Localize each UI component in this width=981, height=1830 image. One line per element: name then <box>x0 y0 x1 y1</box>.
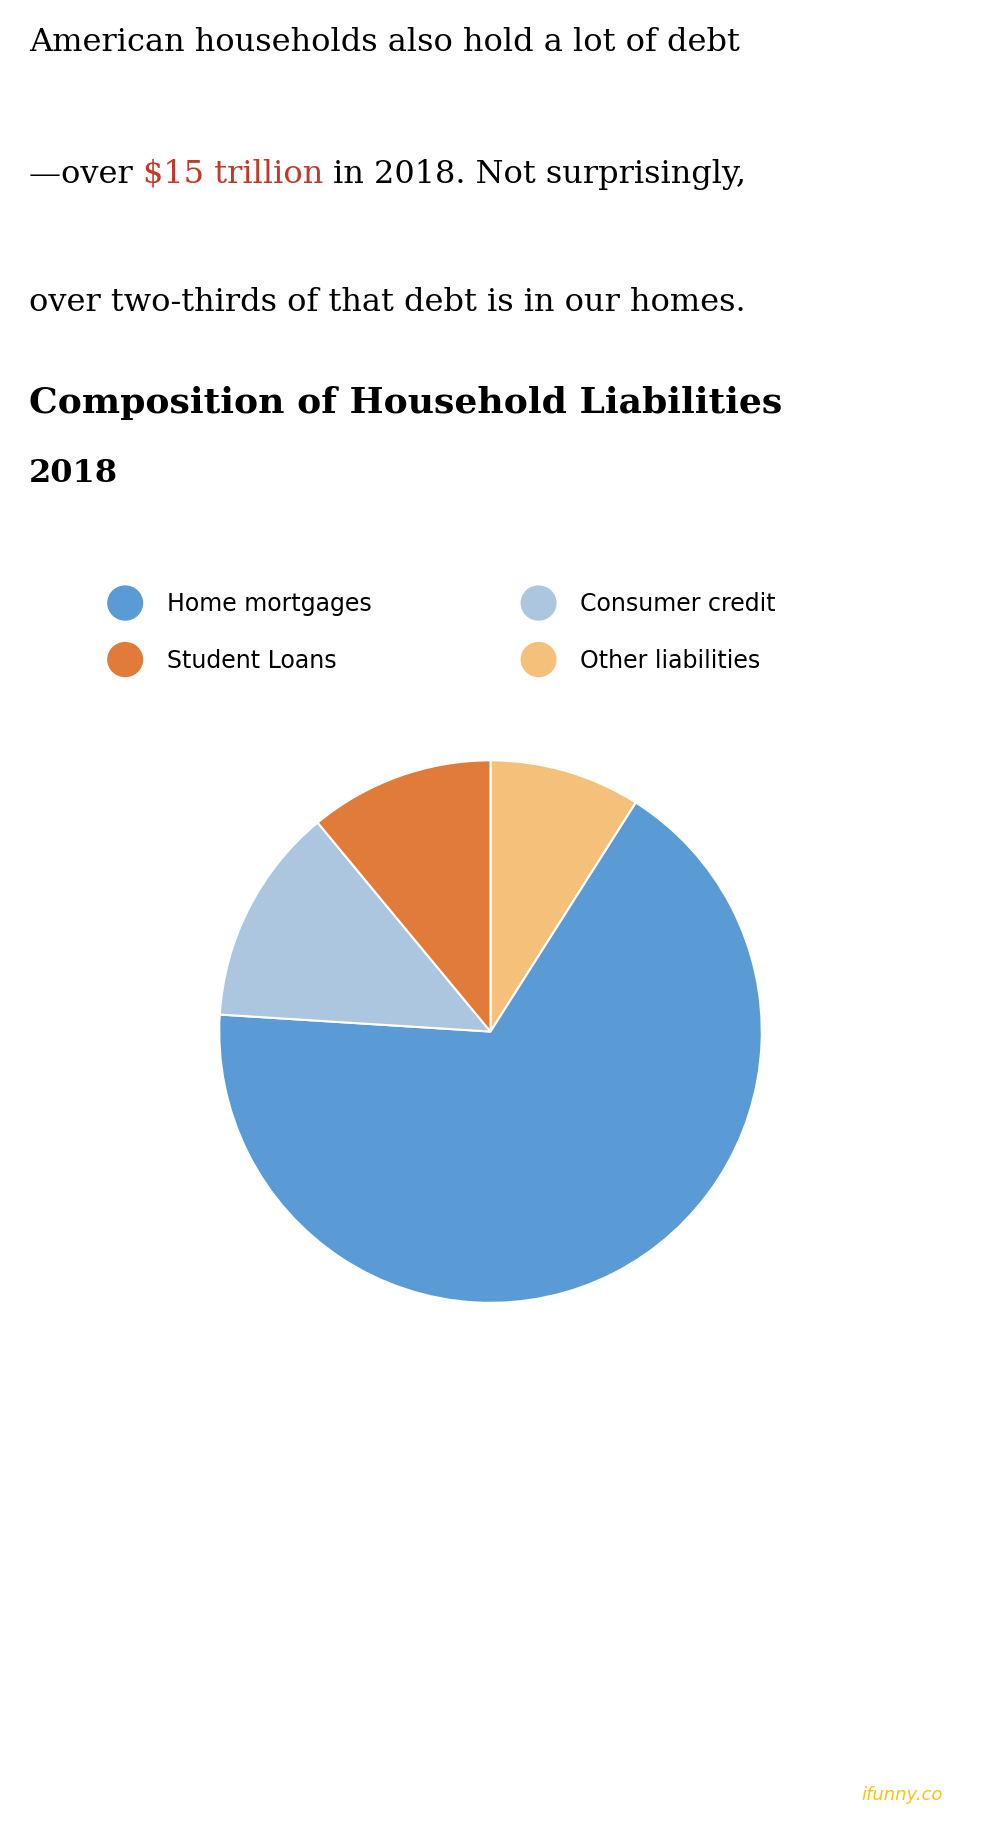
Text: Consumer credit: Consumer credit <box>580 591 776 615</box>
Text: in 2018. Not surprisingly,: in 2018. Not surprisingly, <box>323 159 747 190</box>
Text: Banks own the homes in the United States and
unsafe housing is a major cause of : Banks own the homes in the United States… <box>12 1424 969 1588</box>
Text: Other liabilities: Other liabilities <box>580 648 760 672</box>
Text: —over: —over <box>29 159 143 190</box>
Circle shape <box>521 587 556 620</box>
Text: ifunny.co: ifunny.co <box>861 1786 943 1803</box>
Circle shape <box>108 644 142 677</box>
Text: Composition of Household Liabilities: Composition of Household Liabilities <box>29 386 782 419</box>
Text: Student Loans: Student Loans <box>167 648 336 672</box>
Text: $15 trillion: $15 trillion <box>143 159 323 190</box>
Text: Home mortgages: Home mortgages <box>167 591 371 615</box>
Text: American households also hold a lot of debt: American households also hold a lot of d… <box>29 27 740 59</box>
Text: 2018: 2018 <box>29 458 118 489</box>
Circle shape <box>521 644 556 677</box>
Text: over two-thirds of that debt is in our homes.: over two-thirds of that debt is in our h… <box>29 287 746 318</box>
Circle shape <box>108 587 142 620</box>
